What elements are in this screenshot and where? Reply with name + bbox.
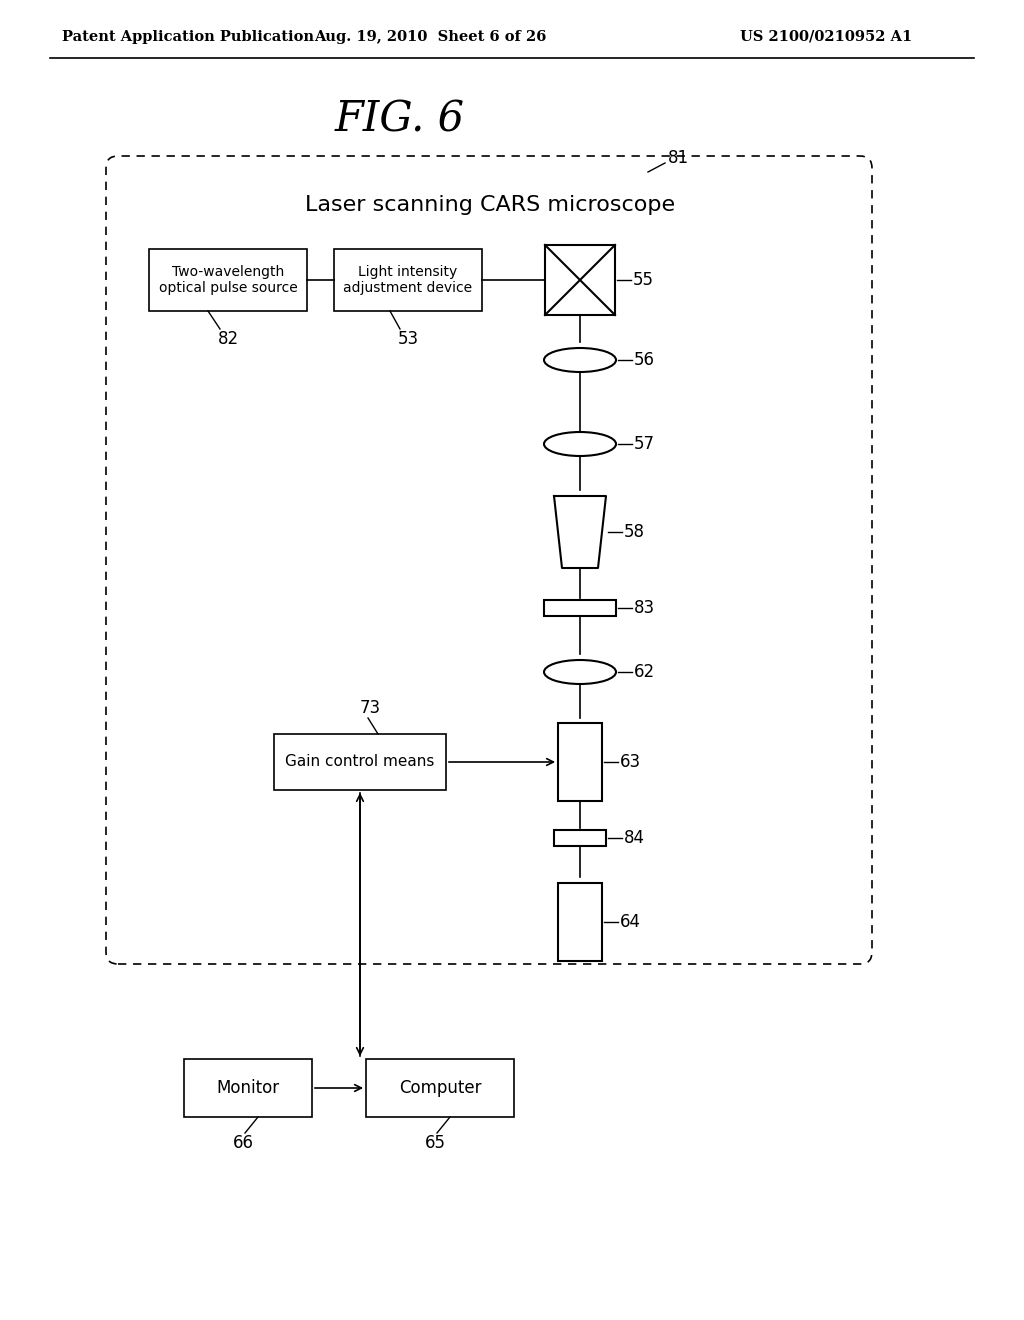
Text: Computer: Computer xyxy=(398,1078,481,1097)
FancyBboxPatch shape xyxy=(150,249,307,312)
Text: FIG. 6: FIG. 6 xyxy=(335,99,465,141)
FancyBboxPatch shape xyxy=(366,1059,514,1117)
Text: 57: 57 xyxy=(634,436,655,453)
FancyBboxPatch shape xyxy=(544,601,616,616)
Text: Two-wavelength
optical pulse source: Two-wavelength optical pulse source xyxy=(159,265,297,296)
Text: 65: 65 xyxy=(425,1134,445,1152)
FancyBboxPatch shape xyxy=(545,246,615,315)
Text: US 2100/0210952 A1: US 2100/0210952 A1 xyxy=(740,30,912,44)
Text: Laser scanning CARS microscope: Laser scanning CARS microscope xyxy=(305,195,675,215)
Text: 58: 58 xyxy=(624,523,645,541)
Text: 66: 66 xyxy=(232,1134,254,1152)
Text: Patent Application Publication: Patent Application Publication xyxy=(62,30,314,44)
Text: 82: 82 xyxy=(217,330,239,348)
Text: 63: 63 xyxy=(620,752,641,771)
Text: 55: 55 xyxy=(633,271,654,289)
Text: 83: 83 xyxy=(634,599,655,616)
Text: Monitor: Monitor xyxy=(216,1078,280,1097)
FancyBboxPatch shape xyxy=(184,1059,312,1117)
FancyBboxPatch shape xyxy=(554,830,606,846)
FancyBboxPatch shape xyxy=(334,249,482,312)
Text: 56: 56 xyxy=(634,351,655,370)
Ellipse shape xyxy=(544,432,616,455)
Text: 84: 84 xyxy=(624,829,645,847)
Text: 64: 64 xyxy=(620,913,641,931)
Ellipse shape xyxy=(544,660,616,684)
Text: 62: 62 xyxy=(634,663,655,681)
Text: Aug. 19, 2010  Sheet 6 of 26: Aug. 19, 2010 Sheet 6 of 26 xyxy=(313,30,546,44)
Text: 53: 53 xyxy=(397,330,419,348)
Text: 73: 73 xyxy=(359,700,381,717)
FancyBboxPatch shape xyxy=(558,723,602,801)
Ellipse shape xyxy=(544,348,616,372)
Text: Gain control means: Gain control means xyxy=(286,755,434,770)
Polygon shape xyxy=(554,496,606,568)
Text: 81: 81 xyxy=(668,149,689,168)
FancyBboxPatch shape xyxy=(558,883,602,961)
FancyBboxPatch shape xyxy=(274,734,446,789)
Text: Light intensity
adjustment device: Light intensity adjustment device xyxy=(343,265,472,296)
